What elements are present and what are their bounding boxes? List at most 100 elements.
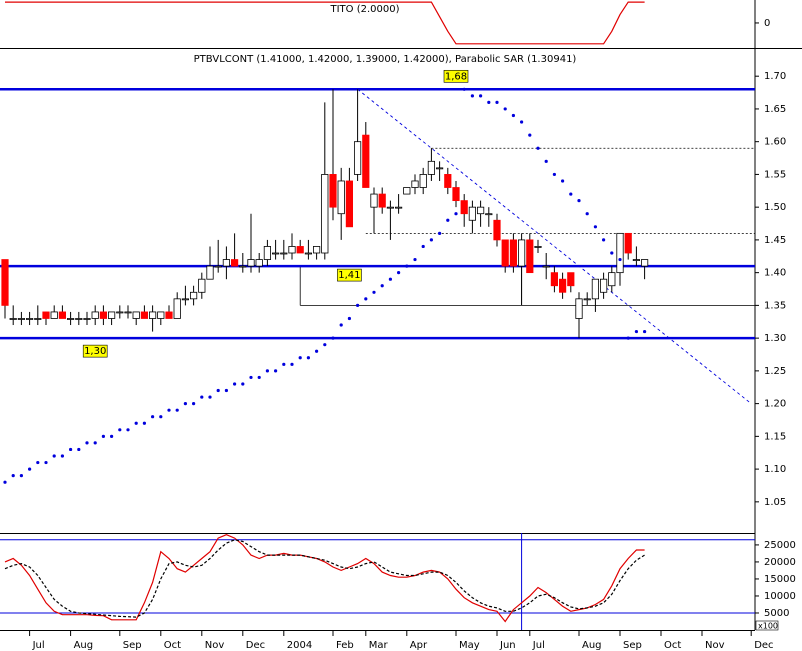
candle-body bbox=[386, 206, 395, 209]
sar-dot bbox=[364, 297, 368, 301]
sar-dot bbox=[454, 212, 458, 216]
sar-dot bbox=[618, 257, 622, 262]
candle-body bbox=[83, 318, 91, 320]
candle-body bbox=[485, 213, 493, 216]
x-tick-label: Mar bbox=[369, 640, 389, 651]
sar-dot bbox=[69, 447, 73, 452]
level-label: 1,68 bbox=[445, 71, 467, 82]
sar-dot bbox=[28, 467, 32, 471]
y-tick-label: 10000 bbox=[764, 591, 796, 602]
candle-body bbox=[25, 318, 34, 320]
candle-body bbox=[255, 259, 263, 267]
x-tick-label: Oct bbox=[664, 640, 681, 651]
x-tick-label: 2004 bbox=[287, 640, 312, 651]
sar-dot bbox=[216, 388, 220, 393]
candle-body bbox=[132, 311, 140, 319]
level-label-box bbox=[82, 344, 108, 358]
sar-dot bbox=[446, 218, 450, 222]
candle-body bbox=[9, 318, 17, 320]
x-tick-label: Feb bbox=[336, 640, 354, 651]
sar-dot bbox=[93, 441, 97, 445]
candle-body bbox=[34, 318, 42, 320]
sar-dot bbox=[495, 100, 499, 104]
indicator-line bbox=[5, 1, 645, 45]
sar-dot bbox=[552, 172, 557, 177]
candle-body bbox=[99, 311, 107, 319]
x-tick-label: Jul bbox=[32, 640, 45, 651]
candle-body bbox=[206, 265, 214, 280]
sar-dot bbox=[167, 408, 171, 412]
sar-dot bbox=[306, 356, 310, 360]
y-tick-label: 1.65 bbox=[764, 104, 786, 115]
candle-body bbox=[148, 311, 157, 319]
sar-dot bbox=[585, 212, 589, 216]
candle-body bbox=[312, 246, 321, 254]
sar-dot bbox=[561, 179, 565, 183]
candle-body bbox=[239, 265, 247, 268]
candle-body bbox=[157, 311, 165, 319]
sar-dot bbox=[413, 257, 417, 262]
candle-body bbox=[641, 259, 649, 267]
sar-dot bbox=[52, 454, 56, 458]
sar-dot bbox=[19, 474, 23, 478]
sar-dot bbox=[118, 428, 122, 432]
candle-body bbox=[50, 311, 58, 319]
sar-dot bbox=[405, 264, 409, 268]
y-tick-label: 1.40 bbox=[764, 268, 786, 279]
sar-dot bbox=[241, 382, 245, 386]
y-tick-label: 1.35 bbox=[764, 300, 786, 311]
candle-body bbox=[370, 193, 378, 208]
sar-dot bbox=[77, 447, 81, 452]
candle-body bbox=[468, 206, 477, 221]
sar-dot bbox=[183, 402, 187, 406]
candle-body bbox=[321, 174, 329, 254]
candle-body bbox=[271, 252, 280, 255]
candle-body bbox=[222, 259, 230, 267]
candle-body bbox=[214, 265, 222, 268]
sar-dot bbox=[233, 382, 237, 386]
candle-body bbox=[518, 239, 526, 267]
sar-dot bbox=[200, 395, 204, 399]
chart-title: PTBVLCONT (1.41000, 1.42000, 1.39000, 1.… bbox=[194, 54, 577, 65]
y-tick-label: 1.25 bbox=[764, 366, 786, 377]
x-tick-label: Dec bbox=[246, 640, 265, 651]
y-tick-label: 1.55 bbox=[764, 169, 786, 180]
candle-body bbox=[247, 259, 255, 267]
sar-dot bbox=[44, 460, 48, 465]
candle-body bbox=[140, 311, 148, 319]
candle-body bbox=[509, 239, 518, 267]
level-label: 1,41 bbox=[338, 270, 360, 281]
sar-dot bbox=[151, 415, 155, 419]
sar-dot bbox=[528, 133, 532, 137]
x-tick-label: Dec bbox=[754, 640, 773, 651]
candle-body bbox=[444, 174, 452, 188]
sar-dot bbox=[126, 428, 130, 432]
y-tick-label: 1.70 bbox=[764, 71, 786, 82]
candle-body bbox=[452, 187, 460, 202]
candle-body bbox=[493, 219, 501, 241]
sar-dot bbox=[380, 284, 384, 288]
candle-body bbox=[280, 252, 288, 255]
sar-dot bbox=[265, 369, 269, 373]
sar-dot bbox=[388, 277, 392, 281]
sar-dot bbox=[298, 356, 302, 360]
sar-dot bbox=[159, 415, 163, 419]
candle-body bbox=[435, 167, 444, 170]
sar-dot bbox=[3, 480, 7, 484]
candle-body bbox=[67, 318, 75, 320]
candle-body bbox=[403, 187, 411, 195]
sar-dot bbox=[577, 199, 581, 203]
candle-body bbox=[542, 265, 550, 268]
sar-dot bbox=[610, 251, 614, 255]
candle-body bbox=[559, 278, 567, 293]
candle-body bbox=[124, 311, 132, 314]
sar-dot bbox=[479, 94, 483, 98]
sar-dot bbox=[101, 434, 105, 438]
sar-dot bbox=[282, 362, 286, 366]
indicator-title: TITO (2.0000) bbox=[329, 4, 399, 15]
x-tick-label: Aug bbox=[582, 640, 602, 651]
candle-body bbox=[329, 174, 337, 208]
sar-dot bbox=[602, 238, 606, 242]
sar-dot bbox=[175, 408, 179, 412]
